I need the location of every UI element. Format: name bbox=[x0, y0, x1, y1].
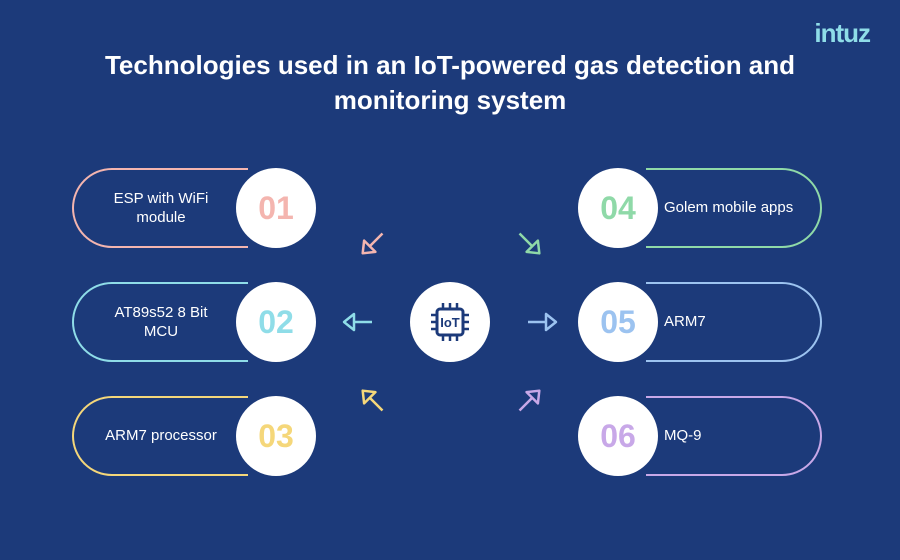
brand-logo: intuz bbox=[814, 18, 870, 49]
tech-item-01: ESP with WiFi module 01 bbox=[72, 168, 316, 248]
center-hub: IoT bbox=[410, 282, 490, 362]
tech-label: AT89s52 8 Bit MCU bbox=[100, 303, 222, 342]
tech-item-02: AT89s52 8 Bit MCU 02 bbox=[72, 282, 316, 362]
tech-item-04: Golem mobile apps 04 bbox=[578, 168, 822, 248]
tech-item-03: ARM7 processor 03 bbox=[72, 396, 316, 476]
tech-number: 03 bbox=[236, 396, 316, 476]
tech-item-05: ARM7 05 bbox=[578, 282, 822, 362]
connector-arrow bbox=[349, 377, 400, 428]
connector-arrow bbox=[503, 377, 554, 428]
tech-number: 02 bbox=[236, 282, 316, 362]
connector-arrow bbox=[522, 304, 558, 340]
infographic-title: Technologies used in an IoT-powered gas … bbox=[0, 48, 900, 118]
tech-item-06: MQ-9 06 bbox=[578, 396, 822, 476]
tech-number: 01 bbox=[236, 168, 316, 248]
tech-label: ARM7 bbox=[664, 312, 706, 332]
connector-arrow bbox=[503, 217, 554, 268]
tech-label: MQ-9 bbox=[664, 426, 702, 446]
tech-label: ESP with WiFi module bbox=[100, 189, 222, 228]
tech-label: Golem mobile apps bbox=[664, 198, 793, 218]
connector-arrow bbox=[342, 304, 378, 340]
chip-icon: IoT bbox=[426, 298, 474, 346]
svg-text:IoT: IoT bbox=[440, 315, 460, 330]
connector-arrow bbox=[349, 217, 400, 268]
tech-label: ARM7 processor bbox=[105, 426, 217, 446]
